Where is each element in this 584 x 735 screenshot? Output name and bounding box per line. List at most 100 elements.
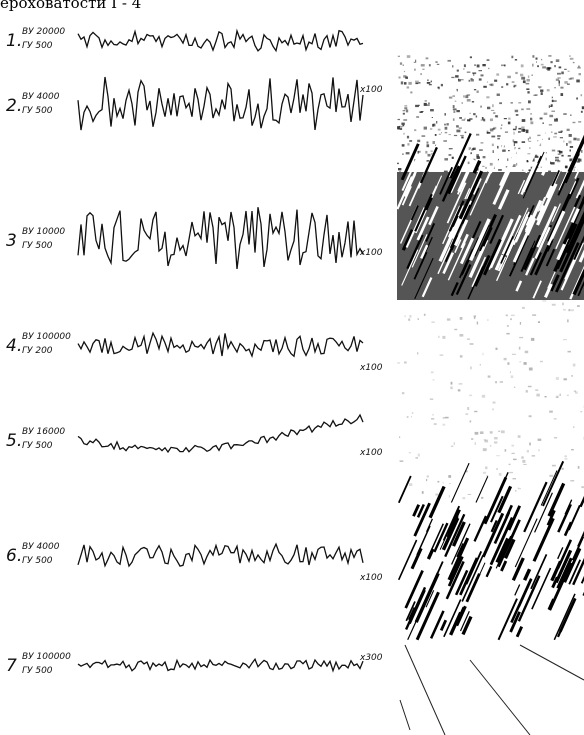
texture [398, 119, 401, 120]
texture [441, 84, 443, 86]
texture [463, 95, 465, 97]
texture [441, 620, 446, 630]
texture [543, 122, 544, 124]
texture [577, 138, 580, 141]
texture [526, 130, 529, 133]
profiles: 1.ВУ 20000ГУ 5002.ВУ 4000ГУ 500x1003ВУ 1… [6, 27, 383, 676]
profile-trace [78, 415, 363, 452]
texture [477, 65, 480, 68]
texture [495, 116, 497, 117]
texture [540, 118, 543, 120]
texture [501, 561, 506, 571]
texture [454, 329, 457, 330]
texture [453, 108, 457, 110]
texture [556, 377, 559, 380]
texture [487, 319, 488, 321]
texture [512, 81, 515, 83]
texture [426, 57, 429, 59]
texture [581, 111, 583, 113]
texture [408, 82, 411, 85]
texture [507, 158, 508, 161]
texture [475, 442, 476, 445]
texture [511, 445, 514, 447]
texture [568, 351, 571, 353]
texture [535, 390, 538, 391]
texture [407, 55, 411, 58]
profile-number: 3 [6, 231, 17, 251]
horizontal-scale: ГУ 500 [22, 106, 53, 116]
texture [427, 144, 430, 147]
texture [577, 305, 580, 307]
texture [471, 79, 474, 82]
texture [487, 82, 488, 83]
texture [574, 390, 576, 392]
texture [400, 700, 410, 730]
texture [541, 167, 542, 168]
texture [415, 83, 418, 85]
texture [479, 78, 482, 80]
texture [561, 155, 563, 157]
texture [427, 104, 430, 106]
texture [473, 113, 476, 115]
texture [521, 77, 525, 80]
texture [432, 117, 433, 118]
texture [444, 124, 446, 126]
texture [556, 59, 560, 62]
texture [438, 481, 440, 483]
texture [435, 494, 438, 496]
profile-trace [78, 659, 363, 671]
texture [532, 55, 534, 58]
texture [399, 540, 417, 580]
texture [407, 86, 410, 88]
texture [508, 122, 511, 125]
texture [568, 71, 570, 72]
texture [476, 134, 479, 136]
texture [458, 389, 461, 391]
texture [483, 156, 486, 158]
texture [563, 309, 566, 311]
texture [470, 366, 472, 369]
texture [560, 598, 575, 631]
micrographs [397, 55, 584, 735]
texture [417, 352, 418, 354]
texture [581, 94, 583, 96]
texture [433, 414, 434, 416]
texture [513, 459, 517, 460]
texture [556, 396, 559, 398]
texture [528, 138, 529, 141]
texture [541, 92, 543, 95]
texture [418, 454, 420, 457]
texture [511, 315, 515, 317]
texture [408, 319, 410, 321]
texture [460, 355, 463, 357]
texture [427, 79, 428, 81]
texture [522, 141, 526, 143]
texture [511, 56, 513, 59]
texture [524, 79, 525, 80]
texture [555, 160, 556, 162]
texture [399, 436, 400, 438]
texture [552, 304, 556, 306]
texture [570, 150, 571, 152]
texture [528, 76, 529, 78]
texture [435, 134, 437, 136]
texture [431, 151, 433, 152]
texture [577, 161, 580, 163]
texture [530, 118, 532, 121]
texture [531, 113, 532, 114]
texture [452, 65, 453, 67]
texture [397, 163, 399, 164]
horizontal-scale: ГУ 200 [22, 346, 53, 356]
texture [451, 382, 453, 385]
texture [509, 472, 513, 473]
texture [459, 383, 463, 385]
texture [398, 168, 401, 170]
texture [554, 133, 557, 135]
texture [527, 79, 530, 82]
texture [442, 336, 445, 339]
texture [418, 82, 420, 84]
texture [501, 65, 505, 67]
profile-number: 7 [6, 656, 17, 676]
texture [558, 77, 561, 78]
texture [512, 453, 515, 454]
